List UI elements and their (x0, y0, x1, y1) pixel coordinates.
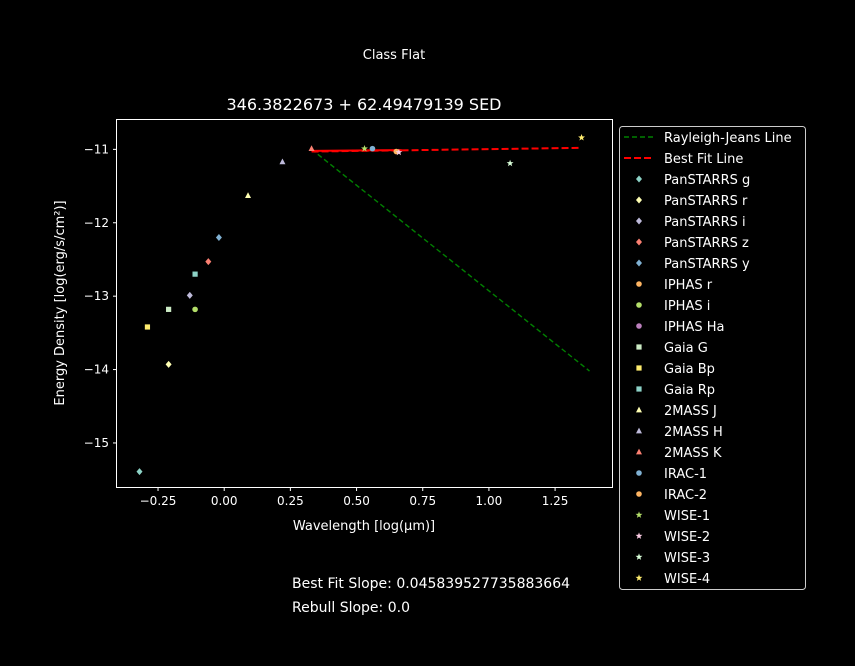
legend-swatch-gaia-bp (636, 365, 642, 371)
x-axis-label: Wavelength [log(μm)] (293, 519, 435, 534)
legend-label: WISE-2 (664, 530, 710, 545)
legend-label: PanSTARRS g (664, 173, 750, 188)
point-panstarrs-z (205, 258, 212, 266)
figure-suptitle: Class Flat (362, 48, 426, 63)
legend-swatch-panstarrs-z (636, 238, 642, 246)
legend-label: PanSTARRS i (664, 215, 746, 230)
point-wise-3 (506, 159, 514, 167)
point-gaia-bp (144, 324, 151, 330)
legend-label: Gaia Bp (664, 362, 715, 377)
legend-label: PanSTARRS r (664, 194, 748, 209)
point-irac-1 (369, 145, 376, 152)
legend-swatch-panstarrs-g (636, 175, 642, 183)
point-2mass-j (245, 192, 252, 199)
legend-label: PanSTARRS y (664, 257, 750, 272)
legend-swatch-wise-1 (635, 511, 643, 518)
point-panstarrs-r (165, 360, 172, 368)
best-fit-slope-note: Best Fit Slope: 0.045839527735883664 (292, 576, 571, 592)
legend-swatch-panstarrs-r (636, 196, 642, 204)
legend-swatch-irac-2 (636, 491, 642, 497)
legend-label: IRAC-2 (664, 488, 707, 503)
point-gaia-g (166, 306, 172, 312)
rebull-slope-note: Rebull Slope: 0.0 (292, 600, 410, 616)
chart-title: 346.3822673 + 62.49479139 SED (226, 95, 501, 114)
x-tick-label: 0.25 (277, 494, 304, 508)
point-panstarrs-y (215, 233, 222, 241)
point-wise-2 (395, 148, 403, 156)
y-tick-label: −11 (84, 142, 109, 156)
legend-swatch-wise-3 (635, 553, 643, 560)
point-iphas-i (192, 306, 198, 313)
x-tick-label: 0.75 (409, 494, 436, 508)
data-points (136, 134, 585, 476)
point-gaia-rp (192, 271, 198, 277)
x-tick-label: 1.25 (542, 494, 569, 508)
legend-label: IRAC-1 (664, 467, 707, 482)
rayleigh-jeans-line (311, 148, 590, 372)
point-2mass-h (279, 158, 286, 165)
x-tick-label: 1.00 (476, 494, 503, 508)
legend-swatch-iphas-ha (636, 323, 642, 329)
point-panstarrs-g (136, 468, 143, 476)
legend-label: Rayleigh-Jeans Line (664, 131, 792, 146)
legend-label: IPHAS Ha (664, 320, 724, 335)
legend-label: WISE-3 (664, 551, 710, 566)
legend-swatch-panstarrs-i (636, 217, 642, 225)
legend-label: WISE-4 (664, 572, 710, 587)
legend-swatch-2mass-h (636, 427, 642, 434)
legend-label: IPHAS r (664, 278, 713, 293)
point-panstarrs-i (186, 291, 193, 299)
point-2mass-k (308, 145, 315, 152)
legend-swatch-panstarrs-y (636, 259, 642, 267)
y-axis-label: Energy Density [log(erg/s/cm²)] (53, 200, 68, 405)
legend-label: 2MASS H (664, 425, 723, 440)
legend-label: Gaia G (664, 341, 708, 356)
legend-swatch-wise-2 (635, 532, 643, 539)
y-tick-label: −15 (84, 436, 109, 450)
legend-swatch-iphas-r (636, 281, 642, 287)
legend-swatch-gaia-rp (636, 386, 642, 392)
y-tick-label: −12 (84, 216, 109, 230)
legend-label: IPHAS i (664, 299, 710, 314)
fit-segment (311, 149, 402, 152)
legend: Rayleigh-Jeans Line Best Fit Line PanSTARR… (619, 126, 806, 590)
y-tick-label: −14 (84, 363, 109, 377)
legend-label: 2MASS K (664, 446, 722, 461)
legend-swatch-iphas-i (636, 302, 642, 308)
y-axis-ticks: −15 −14 −13 −12 −11 (84, 142, 117, 450)
legend-swatch-gaia-g (636, 344, 642, 350)
x-tick-label: −0.25 (140, 494, 177, 508)
x-tick-label: 0.00 (211, 494, 238, 508)
legend-swatch-2mass-k (636, 448, 642, 455)
plot-area (116, 119, 613, 488)
legend-label: 2MASS J (664, 404, 717, 419)
point-wise-4 (578, 134, 585, 141)
x-tick-label: 0.50 (343, 494, 370, 508)
legend-label: WISE-1 (664, 509, 710, 524)
legend-swatch-wise-4 (635, 574, 643, 581)
legend-box (619, 126, 806, 590)
x-axis-ticks: −0.25 0.00 0.25 0.50 0.75 1.00 1.25 (140, 487, 569, 508)
legend-label: PanSTARRS z (664, 236, 749, 251)
fit-lines (311, 146, 590, 372)
legend-swatch-2mass-j (636, 406, 642, 413)
point-wise-1 (361, 145, 368, 152)
legend-swatch-irac-1 (636, 470, 642, 476)
legend-label: Gaia Rp (664, 383, 715, 398)
legend-label: Best Fit Line (664, 152, 743, 167)
y-tick-label: −13 (84, 289, 109, 303)
